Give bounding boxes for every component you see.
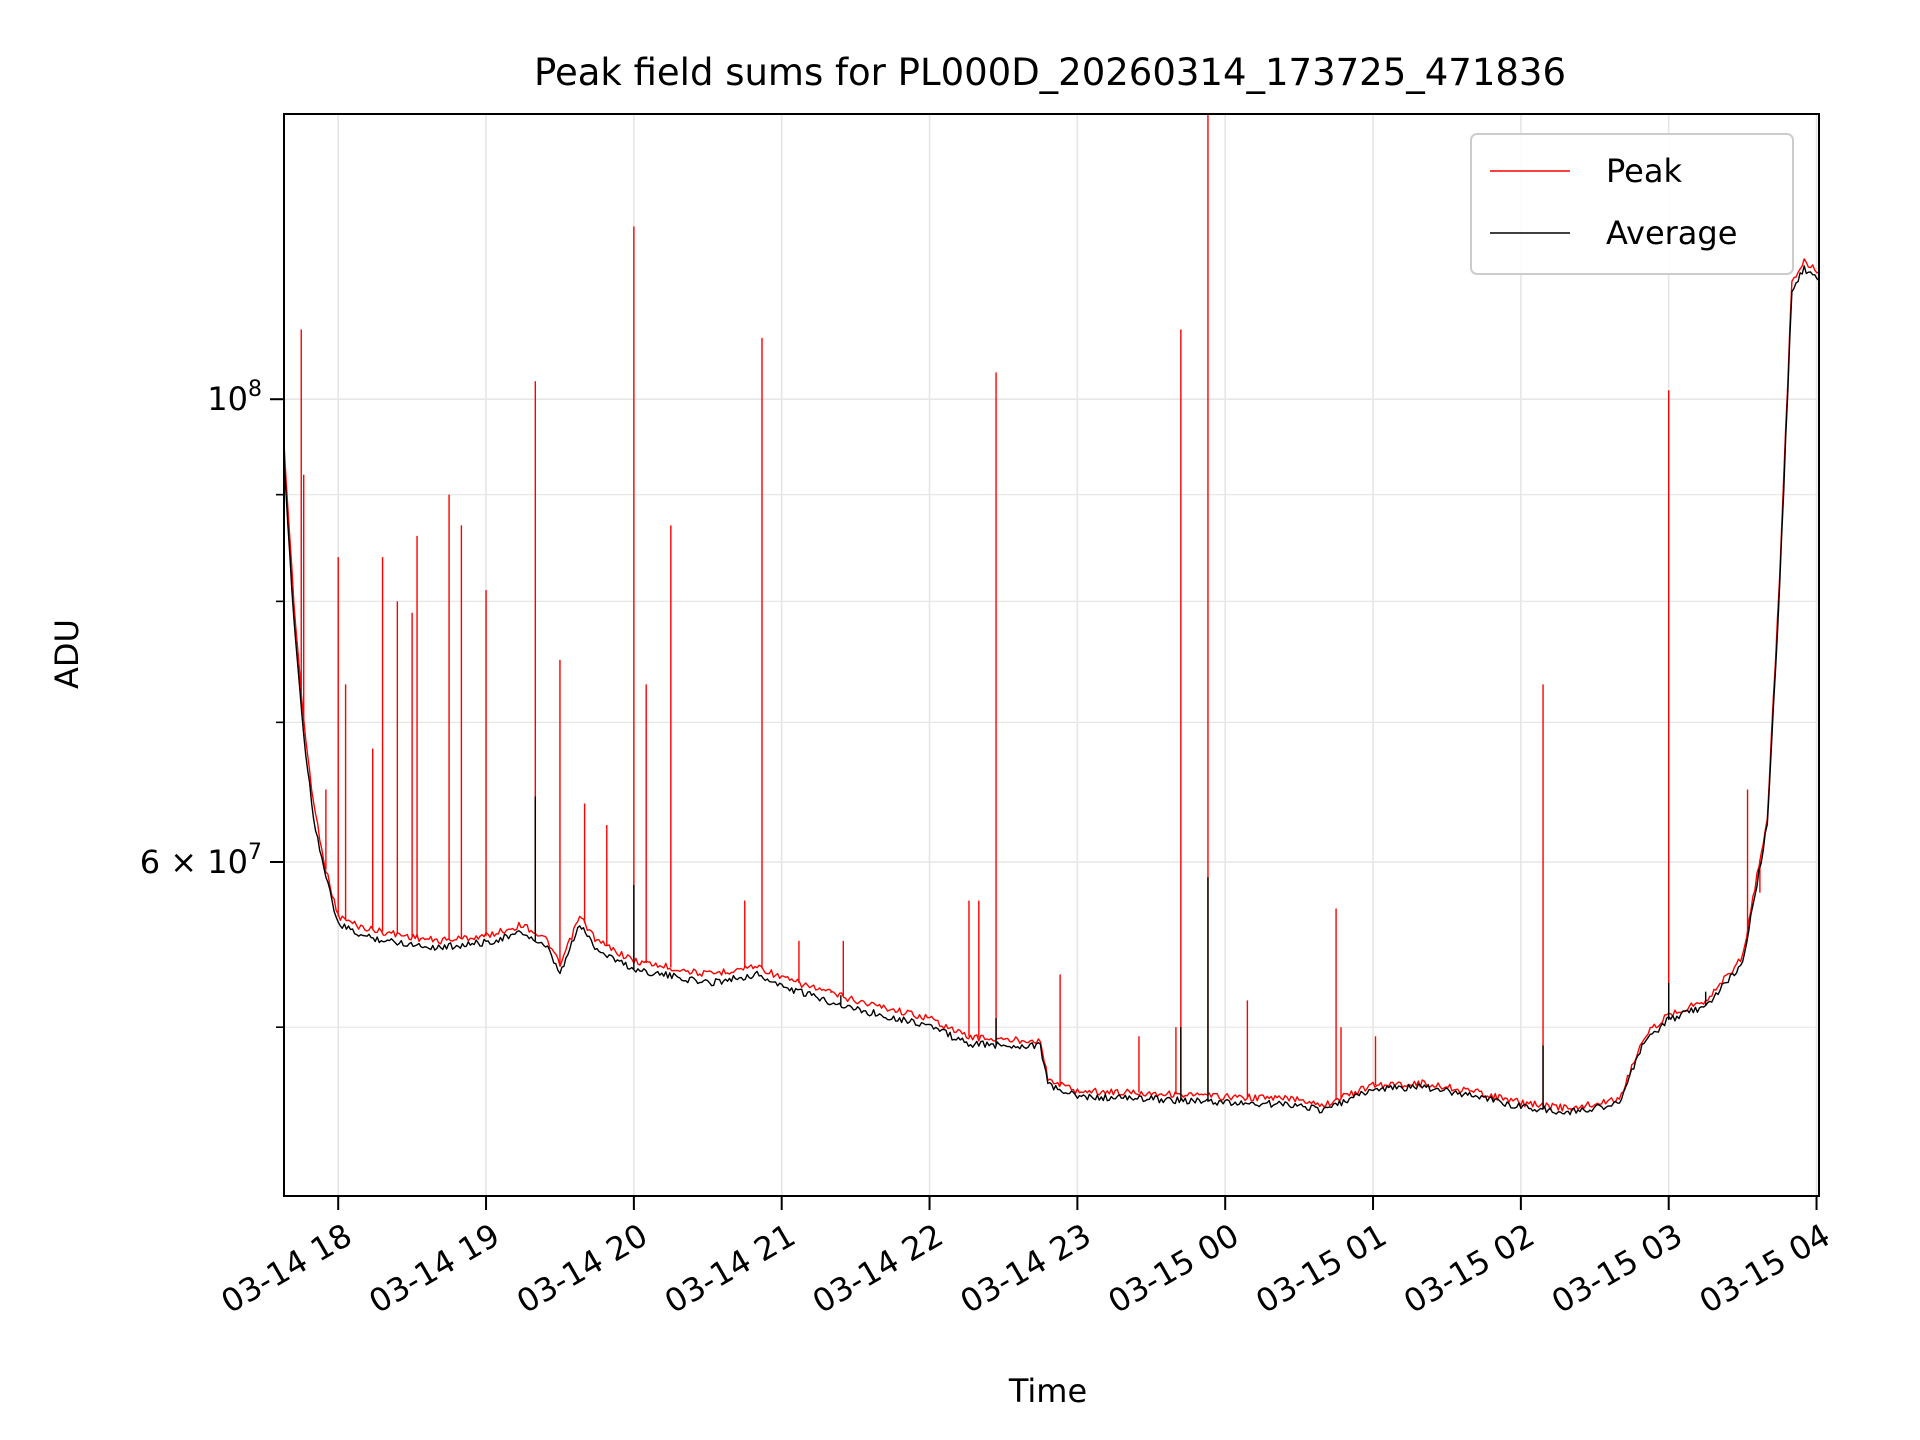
- legend-label-average: Average: [1606, 214, 1737, 252]
- legend: Peak Average: [1470, 133, 1794, 275]
- y-axis-ticks: 6 × 107 108: [140, 377, 284, 1028]
- y-axis-label: ADU: [48, 619, 86, 689]
- series-peak: [284, 114, 1819, 1112]
- legend-box: [1470, 133, 1794, 275]
- plot-frame: [283, 113, 1820, 1197]
- plot-series: [284, 114, 1819, 1116]
- chart-title: Peak field sums for PL000D_20260314_1737…: [534, 51, 1566, 94]
- series-line-peak: [284, 258, 1819, 1112]
- series-line-average: [284, 265, 1819, 1116]
- series-average: [284, 265, 1819, 1116]
- y-tick-label: 6 × 107: [140, 840, 262, 881]
- x-axis-label: Time: [1008, 1372, 1087, 1410]
- legend-label-peak: Peak: [1606, 152, 1682, 190]
- y-tick-label: 108: [207, 377, 262, 418]
